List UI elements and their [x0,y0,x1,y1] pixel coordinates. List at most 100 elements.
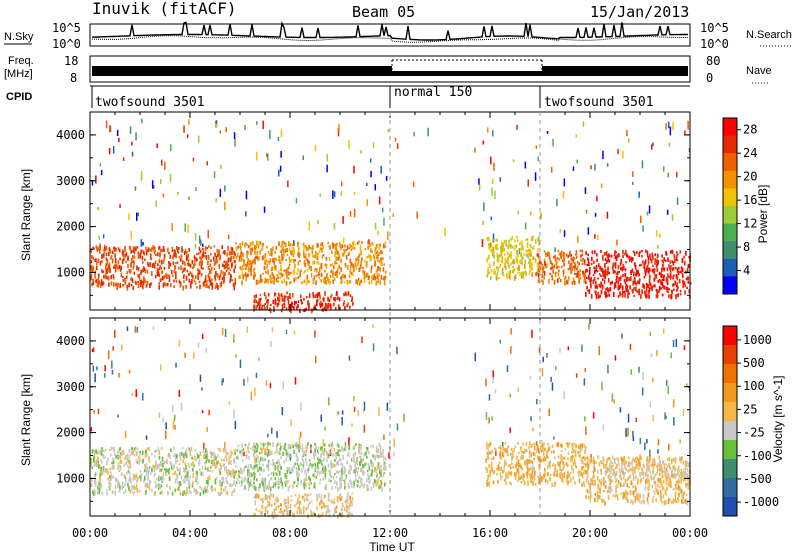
echo-cell [383,472,386,475]
echo-cell [112,460,115,465]
echo-cell [510,251,512,256]
echo-cell [574,453,577,458]
echo-cell [104,449,107,452]
echo-cell [359,443,361,446]
echo-cell [488,263,491,266]
echo-cell [258,452,261,455]
echo-cell [538,464,540,468]
echo-cell [677,285,679,290]
echo-cell [125,260,127,264]
echo-cell [527,480,529,484]
echo-cell [107,350,110,360]
echo-cell [556,473,558,477]
echo-cell [255,507,258,511]
echo-cell [227,263,230,267]
echo-cell [262,308,264,311]
echo-cell [105,266,107,270]
echo-cell [396,346,398,355]
echo-cell [146,249,148,253]
echo-cell [522,246,524,251]
echo-cell [348,251,351,255]
echo-cell [552,138,554,147]
echo-cell [321,512,324,516]
echo-cell [608,253,610,258]
echo-cell [233,476,235,479]
echo-cell [349,500,352,505]
echo-cell [544,255,547,258]
echo-cell [333,508,336,514]
echo-cell [315,475,318,479]
echo-cell [129,460,131,464]
echo-cell [412,181,415,187]
echo-cell [276,431,278,438]
echo-cell [586,456,588,460]
echo-cell [502,247,504,253]
echo-cell [376,480,379,485]
echo-cell [142,267,144,273]
echo-cell [215,477,218,480]
echo-cell [260,498,262,501]
echo-cell [195,488,197,493]
echo-cell [613,286,616,290]
echo-cell [185,491,187,496]
echo-cell [278,270,280,276]
echo-cell [648,295,650,299]
echo-cell [490,248,492,252]
echo-cell [622,496,624,500]
echo-cell [275,444,278,448]
echo-cell [203,454,205,460]
echo-cell [347,483,350,488]
echo-cell [501,475,503,478]
echo-cell [329,303,332,308]
echo-cell [314,330,316,338]
echo-cell [312,473,314,477]
echo-cell [333,222,336,230]
echo-cell [372,462,374,467]
echo-cell [528,450,531,455]
echo-cell [211,284,213,290]
echo-cell [627,427,629,437]
echo-cell [492,370,494,380]
echo-cell [95,266,98,270]
echo-cell [201,465,204,470]
echo-cell [579,277,582,280]
echo-cell [684,284,687,288]
echo-cell [353,396,355,401]
echo-cell [548,256,551,260]
echo-cell [330,462,332,467]
echo-cell [491,457,493,460]
echo-cell [316,296,319,299]
echo-cell [278,481,280,485]
echo-cell [678,469,680,473]
echo-cell [168,469,171,473]
echo-cell [583,471,585,475]
echo-cell [201,409,204,414]
echo-cell [144,475,146,481]
echo-cell [348,512,350,516]
echo-cell [551,482,553,487]
echo-cell [661,259,664,262]
echo-cell [262,120,264,130]
echo-cell [371,274,374,280]
echo-cell [117,247,120,251]
echo-cell [167,247,169,253]
echo-cell [614,495,617,498]
echo-cell [671,473,673,477]
echo-cell [382,473,385,478]
echo-cell [617,480,620,484]
echo-cell [175,275,177,280]
echo-cell [254,449,256,454]
echo-cell [256,256,259,260]
echo-cell [194,282,197,285]
echo-cell [651,268,654,273]
echo-cell [207,467,209,472]
echo-cell [349,294,352,297]
echo-cell [236,449,239,452]
echo-cell [96,282,99,288]
echo-cell [505,239,507,243]
echo-cell [132,477,135,481]
echo-cell [339,495,341,498]
echo-cell [303,262,306,265]
echo-cell [563,258,566,262]
echo-cell [122,250,125,254]
